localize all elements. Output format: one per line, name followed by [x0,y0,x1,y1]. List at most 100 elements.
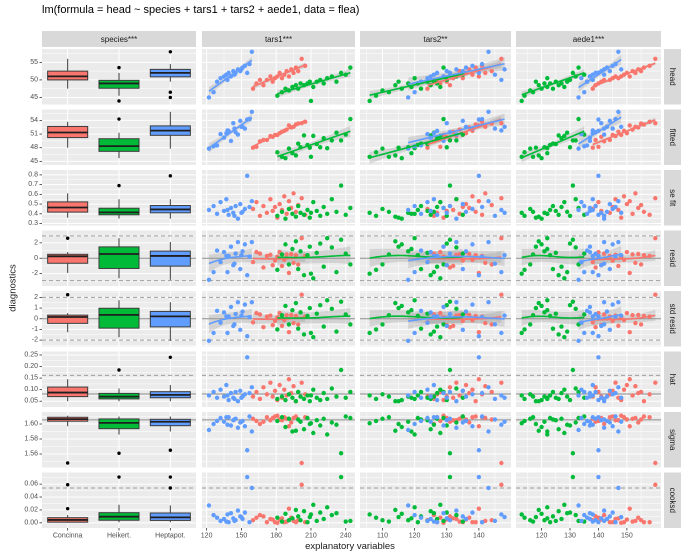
y-tick-label: 0.8 [28,171,38,178]
data-point-Heptapot. [582,512,587,518]
data-point-Heikert. [547,393,553,398]
data-point-Heikert. [348,116,353,122]
x-tick-label: 140 [593,533,605,540]
data-point-Heptapot. [607,388,613,394]
data-point-Heikert. [305,313,310,319]
data-point-Heikert. [275,396,280,402]
data-point-Heikert. [545,150,550,156]
data-point-Heikert. [441,116,446,122]
data-point-Heikert. [573,306,578,312]
data-point-Concinna [286,424,292,429]
data-point-Heptapot. [447,518,453,523]
data-point-Concinna [270,394,275,399]
data-point-Heikert. [298,518,303,523]
data-point-Heptapot. [616,300,621,305]
data-point-Heikert. [367,271,372,276]
data-point-Heptapot. [486,385,491,390]
data-point-Concinna [616,129,621,134]
data-point-Heikert. [567,241,573,246]
data-point-Heikert. [343,414,348,419]
data-point-Heikert. [418,266,424,272]
data-point-Heikert. [530,209,536,215]
data-point-Heptapot. [226,70,231,76]
outlier-point [117,65,121,70]
data-point-Heikert. [409,246,414,252]
data-point-Heikert. [564,269,570,275]
data-point-Heikert. [454,138,459,143]
data-point-Heptapot. [579,415,584,421]
data-point-Heptapot. [218,320,223,325]
data-point-Concinna [627,377,632,382]
data-point-Heptapot. [599,210,604,216]
data-point-Heikert. [318,510,323,515]
panel-sigma-aede1 [516,412,661,468]
data-point-Heikert. [290,246,295,252]
data-point-Heptapot. [576,277,581,283]
data-point-Heptapot. [486,198,491,204]
outlier-point [117,99,121,103]
x-tick-label: 140 [473,533,485,540]
boxplot-Heikert. [98,246,140,269]
data-point-Heptapot. [463,309,469,314]
data-point-Heptapot. [616,239,621,245]
data-point-Concinna [653,56,658,62]
outlier-point [65,461,70,465]
data-point-Heptapot. [425,518,430,524]
data-point-Heikert. [380,518,385,523]
data-point-Heikert. [308,154,314,160]
x-tick-label: 120 [409,533,421,540]
regression-line-Heikert. [521,72,585,96]
data-point-Concinna [641,252,647,258]
data-point-Heikert. [412,432,417,437]
data-point-Heikert. [321,204,326,210]
regression-line-Heptapot. [408,62,505,85]
data-point-Heptapot. [607,118,613,124]
data-point-Concinna [257,421,263,427]
data-point-Heikert. [567,302,573,308]
outlier-point [117,368,121,372]
data-point-Heikert. [460,212,466,217]
y-tick-label: 54 [30,117,38,124]
data-point-Heikert. [547,207,553,213]
data-point-Heikert. [338,299,344,304]
data-point-Heikert. [542,310,547,315]
facet-row-label-cooksd: cooksd [668,488,677,513]
data-point-Heikert. [564,130,570,135]
data-point-Heptapot. [607,68,613,74]
data-point-Heptapot. [221,394,227,399]
data-point-Heikert. [367,210,372,216]
data-point-Heikert. [519,271,524,276]
panel-std_resid-tars1 [202,291,355,347]
x-tick-label: 130 [564,533,576,540]
data-point-Heptapot. [211,512,216,518]
data-point-Concinna [277,201,282,207]
regression-line-Heikert. [369,73,463,96]
data-point-Heptapot. [441,205,446,211]
data-point-Concinna [590,86,595,91]
data-point-Heptapot. [460,514,466,519]
data-point-Heptapot. [231,120,236,126]
data-point-Heikert. [321,324,326,329]
outlier-point [65,483,70,487]
data-point-Heptapot. [218,518,223,524]
data-point-Heikert. [399,242,404,247]
data-point-Concinna [653,482,658,487]
data-point-Heptapot. [214,211,220,217]
data-point-Heptapot. [249,109,255,114]
data-point-Heikert. [296,203,301,209]
data-point-Heikert. [539,424,544,430]
facet-col-strip-tars1 [202,31,355,47]
y-tick-label: 45 [30,158,38,165]
data-point-Heikert. [460,251,466,256]
data-point-Heikert. [542,81,547,86]
data-point-Heikert. [545,432,550,437]
data-point-Heptapot. [249,385,255,390]
data-point-Heikert. [528,392,533,397]
data-point-Heikert. [405,419,411,424]
data-point-Heikert. [550,86,556,91]
data-point-Concinna [473,519,478,525]
data-point-Heptapot. [476,448,482,453]
data-point-Heptapot. [228,304,234,310]
data-point-Heikert. [434,516,440,522]
data-point-Heikert. [582,251,587,256]
